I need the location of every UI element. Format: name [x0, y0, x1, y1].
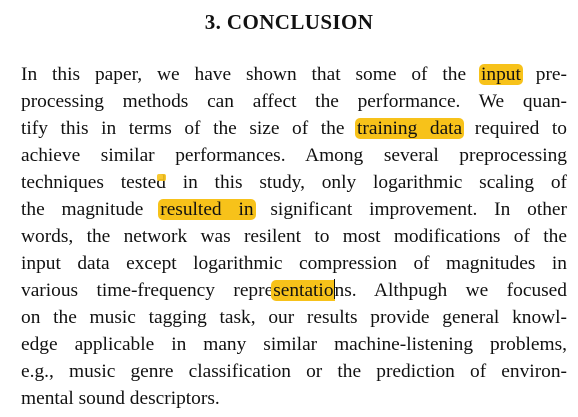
- highlight-training-data[interactable]: training data: [355, 118, 465, 139]
- line-text: n: [334, 280, 345, 301]
- highlight-input[interactable]: input: [478, 64, 523, 85]
- line-text: pre-: [535, 64, 567, 85]
- line-text: s. Althpugh we focused: [344, 280, 567, 301]
- line-text: e.g., music genre classification or the …: [21, 361, 567, 382]
- paragraph-line-12: e.g., music genre classification or the …: [21, 359, 567, 385]
- paragraph-line-11: edge applicable in many similar machine-…: [21, 332, 567, 358]
- paragraph-line-3: tify this in terms of the size of the tr…: [21, 116, 567, 142]
- line-text: input data except logarithmic compressio…: [21, 253, 567, 274]
- line-text: techniques tested in this study, only lo…: [21, 172, 567, 193]
- line-text: edge applicable in many similar machine-…: [21, 334, 567, 355]
- line-text: various time-frequency repre: [21, 280, 274, 301]
- paragraph-line-8: input data except logarithmic compressio…: [21, 251, 567, 277]
- paragraph-line-5: techniques tested in this study, only lo…: [21, 170, 567, 196]
- line-text: mental sound descriptors.: [21, 388, 220, 409]
- line-text: tify this in terms of the size of the: [21, 118, 345, 139]
- paragraph-line-1: In this paper, we have shown that some o…: [21, 62, 567, 88]
- line-text: processing methods can affect the perfor…: [21, 91, 567, 112]
- highlight-representations[interactable]: sentatio: [271, 279, 335, 301]
- paragraph-line-7: words, the network was resilent to most …: [21, 224, 567, 250]
- section-heading: 3. CONCLUSION: [204, 10, 374, 34]
- text-caret: [333, 279, 335, 299]
- highlighter-cursor-icon: [157, 174, 166, 181]
- line-text: on the music tagging task, our results p…: [21, 307, 567, 328]
- paragraph-line-4: achieve similar performances. Among seve…: [21, 143, 567, 169]
- line-text: significant improvement. In other: [270, 199, 567, 220]
- line-text: In this paper, we have shown that some o…: [21, 64, 467, 85]
- paragraph-line-9: various time-frequency representations. …: [21, 278, 567, 304]
- paragraph-line-10: on the music tagging task, our results p…: [21, 305, 567, 331]
- line-text: achieve similar performances. Among seve…: [21, 145, 567, 166]
- paragraph-line-6: the magnitude resulted in significant im…: [21, 197, 567, 223]
- highlight-text: sentatio: [273, 280, 334, 301]
- line-text: words, the network was resilent to most …: [21, 226, 567, 247]
- paragraph-line-2: processing methods can affect the perfor…: [21, 89, 567, 115]
- highlight-resulted-in[interactable]: resulted in: [158, 199, 256, 220]
- line-text: required to: [474, 118, 567, 139]
- paragraph-line-13: mental sound descriptors.: [21, 386, 567, 412]
- line-text: the magnitude: [21, 199, 144, 220]
